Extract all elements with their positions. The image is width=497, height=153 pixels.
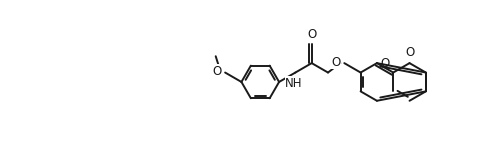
Text: O: O: [212, 65, 222, 78]
Text: O: O: [405, 46, 414, 59]
Text: O: O: [331, 56, 341, 69]
Text: O: O: [380, 57, 389, 70]
Text: O: O: [307, 28, 316, 41]
Text: NH: NH: [285, 76, 303, 90]
